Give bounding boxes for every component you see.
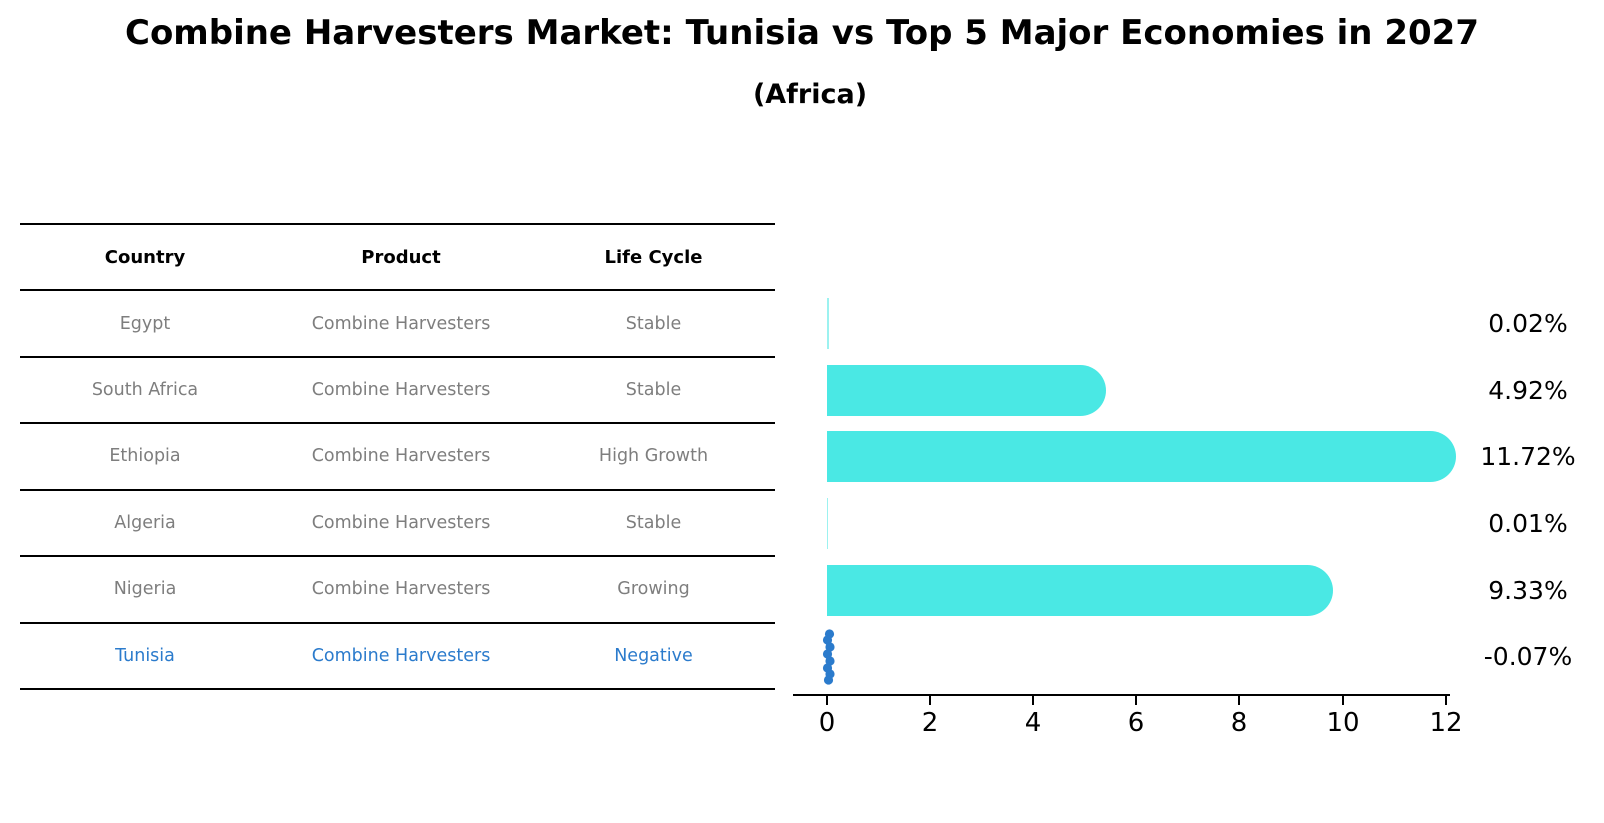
country-cell: Egypt <box>119 313 171 334</box>
x-axis-tick-label: 10 <box>1326 708 1360 738</box>
bar-strip-nigeria <box>827 557 1487 624</box>
x-axis-tick <box>929 696 931 705</box>
x-axis-tick <box>1238 696 1240 705</box>
bar-chart <box>822 290 1487 690</box>
bar-ethiopia <box>827 431 1457 483</box>
value-label-egypt: 0.02% <box>1488 308 1568 338</box>
country-info-table: Country Product Life Cycle Egypt Combine… <box>20 223 775 690</box>
x-axis <box>793 694 1450 696</box>
bar-strip-algeria <box>827 490 1487 557</box>
value-label-algeria: 0.01% <box>1488 508 1568 538</box>
x-axis-tick-label: 12 <box>1429 708 1463 738</box>
country-cell: Nigeria <box>113 579 177 600</box>
x-axis-tick-label: 0 <box>818 708 836 738</box>
table-row-egypt: Egypt Combine Harvesters Stable <box>20 289 775 355</box>
tunisia-negative-squiggle-bar <box>822 629 835 685</box>
col-header-product: Product <box>361 246 441 268</box>
table-row-south-africa: South Africa Combine Harvesters Stable <box>20 355 775 422</box>
product-cell: Combine Harvesters <box>311 645 491 666</box>
product-cell: Combine Harvesters <box>311 446 491 467</box>
x-axis-tick <box>826 696 828 705</box>
bar-strip-ethiopia <box>827 423 1487 490</box>
x-axis-tick <box>1445 696 1447 705</box>
country-cell: South Africa <box>91 380 199 401</box>
x-axis-tick-label: 4 <box>1024 708 1042 738</box>
x-axis-tick-label: 6 <box>1127 708 1145 738</box>
product-cell: Combine Harvesters <box>311 512 491 533</box>
table-header-row: Country Product Life Cycle <box>20 225 775 289</box>
life-cycle-cell: Stable <box>625 313 682 334</box>
bar-nigeria <box>827 564 1333 616</box>
x-axis-tick <box>1342 696 1344 705</box>
life-cycle-cell: Growing <box>617 579 690 600</box>
col-header-life-cycle: Life Cycle <box>604 246 703 268</box>
product-cell: Combine Harvesters <box>311 579 491 600</box>
country-cell: Ethiopia <box>109 446 181 467</box>
value-label-tunisia: -0.07% <box>1483 642 1573 672</box>
table-row-algeria: Algeria Combine Harvesters Stable <box>20 488 775 555</box>
life-cycle-cell: Negative <box>614 645 693 666</box>
page-subtitle: (Africa) <box>752 79 868 110</box>
col-header-country: Country <box>104 246 186 268</box>
bar-egypt <box>827 297 829 349</box>
life-cycle-cell: High Growth <box>598 446 709 467</box>
table-row-nigeria: Nigeria Combine Harvesters Growing <box>20 555 775 621</box>
page-title: Combine Harvesters Market: Tunisia vs To… <box>125 13 1479 53</box>
x-axis-tick <box>1032 696 1034 705</box>
table-row-tunisia: Tunisia Combine Harvesters Negative <box>20 621 775 688</box>
value-label-south-africa: 4.92% <box>1488 375 1568 405</box>
x-axis-tick-label: 8 <box>1230 708 1248 738</box>
table-row-ethiopia: Ethiopia Combine Harvesters High Growth <box>20 422 775 488</box>
bar-south-africa <box>827 364 1106 416</box>
bar-strip-tunisia <box>822 623 1487 690</box>
value-label-ethiopia: 11.72% <box>1480 442 1576 472</box>
life-cycle-cell: Stable <box>625 512 682 533</box>
country-cell: Algeria <box>114 512 176 533</box>
value-label-nigeria: 9.33% <box>1488 575 1568 605</box>
bar-strip-egypt <box>827 290 1487 357</box>
x-axis-tick-label: 2 <box>921 708 939 738</box>
country-cell: Tunisia <box>115 645 175 666</box>
x-axis-tick <box>1135 696 1137 705</box>
value-labels-column: 0.02% 4.92% 11.72% 0.01% 9.33% -0.07% <box>1450 290 1604 690</box>
bar-algeria <box>827 497 828 549</box>
life-cycle-cell: Stable <box>625 380 682 401</box>
bar-strip-south-africa <box>827 357 1487 424</box>
product-cell: Combine Harvesters <box>311 380 491 401</box>
product-cell: Combine Harvesters <box>311 313 491 334</box>
